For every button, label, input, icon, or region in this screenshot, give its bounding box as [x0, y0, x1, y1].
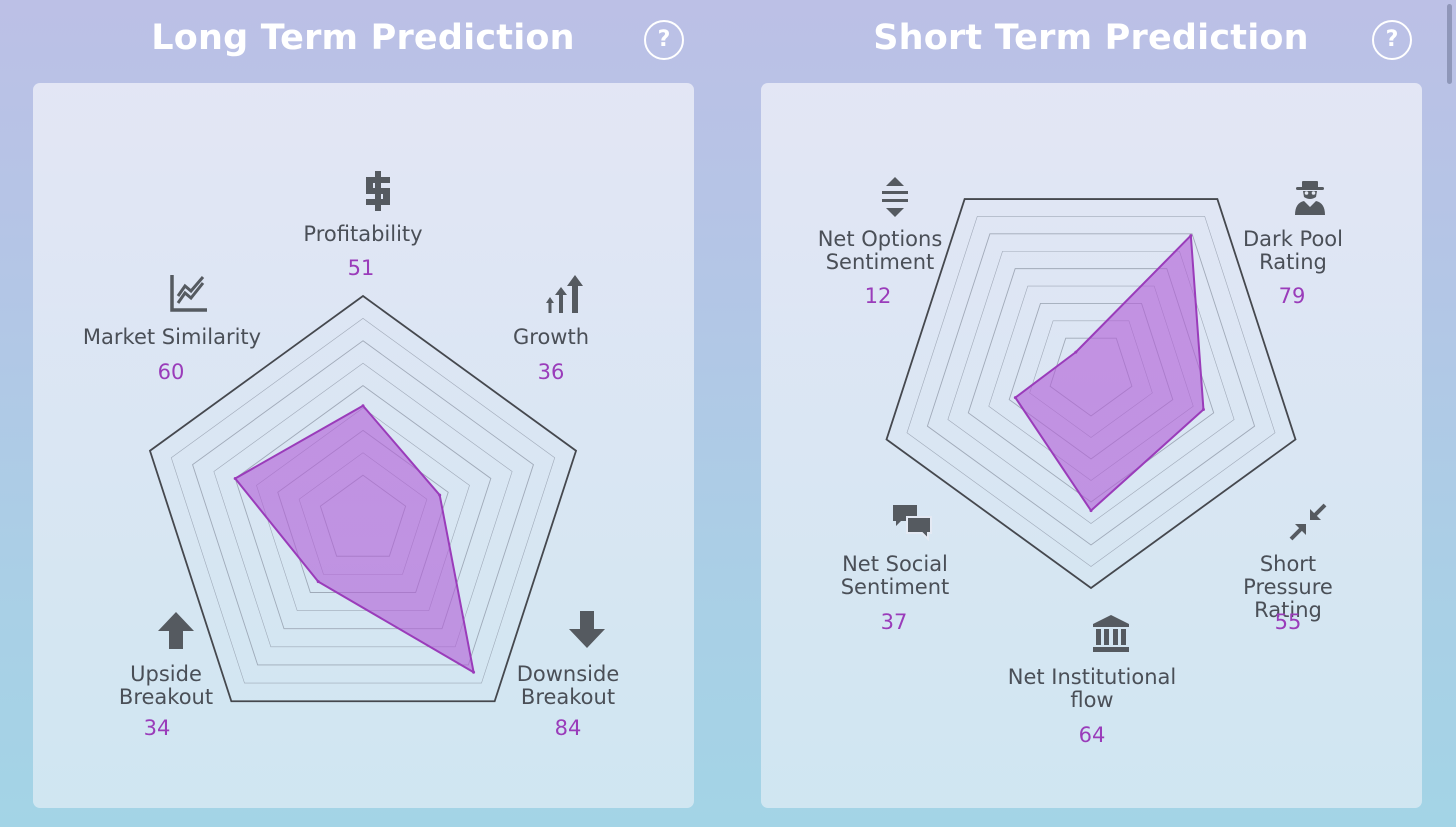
- short-term-help-button[interactable]: ?: [1372, 20, 1412, 60]
- long-term-radar-chart: [148, 294, 578, 703]
- long-term-point-4: [233, 476, 237, 480]
- axis-value-upside-breakout: 34: [143, 716, 171, 740]
- page-scrollbar[interactable]: [1447, 4, 1452, 84]
- axis-label-growth: Growth: [512, 325, 590, 349]
- long-term-grid-ring: [170, 318, 556, 684]
- long-term-title: Long Term Prediction: [151, 18, 575, 58]
- short-term-point-0: [1189, 234, 1193, 238]
- axis-label-market-similarity: Market Similarity: [82, 325, 262, 349]
- long-term-point-2: [472, 670, 476, 674]
- axis-value-short-pressure-rating: 55: [1274, 610, 1302, 634]
- long-term-card: Profitability 51 Growth 36 Downside Brea…: [33, 83, 694, 808]
- short-term-grid-ring: [926, 233, 1256, 546]
- axis-value-market-similarity: 60: [157, 360, 185, 384]
- axis-label-net-institutional-flow: Net Institutional flow: [1007, 665, 1177, 712]
- long-term-grid-ring: [234, 385, 492, 630]
- short-term-outer-ring: [885, 198, 1297, 590]
- long-term-point-1: [438, 493, 442, 497]
- axis-label-net-social-sentiment: Net Social Sentiment: [840, 552, 950, 599]
- axis-label-net-options-sentiment: Net Options Sentiment: [817, 227, 943, 274]
- short-term-point-4: [1074, 350, 1078, 354]
- axis-label-downside-breakout: Downside Breakout: [516, 662, 620, 709]
- short-term-grid-ring: [906, 216, 1276, 567]
- long-term-grid-ring: [213, 362, 513, 648]
- short-term-title: Short Term Prediction: [873, 18, 1309, 58]
- short-term-card: Dark Pool Rating 79 Short Pressure Ratin…: [761, 83, 1422, 808]
- long-term-outer-ring: [148, 294, 578, 703]
- axis-label-short-pressure-rating: Short Pressure Rating: [1243, 552, 1333, 622]
- long-term-point-3: [316, 580, 320, 584]
- short-term-point-3: [1013, 396, 1017, 400]
- axis-value-growth: 36: [537, 360, 565, 384]
- short-term-grid-ring: [967, 268, 1215, 503]
- axis-label-dark-pool-rating: Dark Pool Rating: [1243, 227, 1343, 274]
- long-term-point-0: [361, 404, 365, 408]
- axis-value-net-options-sentiment: 12: [864, 284, 892, 308]
- axis-label-profitability: Profitability: [303, 222, 423, 246]
- axis-value-net-social-sentiment: 37: [880, 610, 908, 634]
- short-term-grid-ring: [947, 250, 1235, 524]
- short-term-radar-chart: [885, 198, 1297, 590]
- axis-value-profitability: 51: [347, 256, 375, 280]
- axis-label-upside-breakout: Upside Breakout: [118, 662, 214, 709]
- long-term-help-button[interactable]: ?: [644, 20, 684, 60]
- long-term-data-area: [234, 404, 475, 674]
- axis-value-dark-pool-rating: 79: [1278, 284, 1306, 308]
- axis-value-downside-breakout: 84: [554, 716, 582, 740]
- short-term-point-1: [1201, 408, 1205, 412]
- short-term-point-2: [1089, 509, 1093, 513]
- long-term-grid-ring: [192, 340, 534, 666]
- short-term-data-area: [1014, 234, 1205, 512]
- axis-value-net-institutional-flow: 64: [1078, 723, 1106, 747]
